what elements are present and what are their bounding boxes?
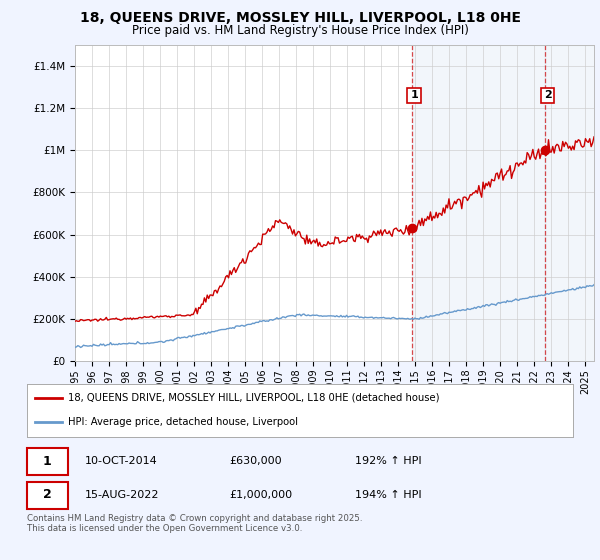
Text: 18, QUEENS DRIVE, MOSSLEY HILL, LIVERPOOL, L18 0HE: 18, QUEENS DRIVE, MOSSLEY HILL, LIVERPOO…: [79, 11, 521, 25]
Text: 1: 1: [410, 90, 418, 100]
Text: 192% ↑ HPI: 192% ↑ HPI: [355, 456, 421, 466]
Text: £1,000,000: £1,000,000: [229, 490, 292, 500]
Text: 18, QUEENS DRIVE, MOSSLEY HILL, LIVERPOOL, L18 0HE (detached house): 18, QUEENS DRIVE, MOSSLEY HILL, LIVERPOO…: [68, 393, 439, 403]
FancyBboxPatch shape: [27, 449, 68, 475]
Text: 194% ↑ HPI: 194% ↑ HPI: [355, 490, 421, 500]
Text: HPI: Average price, detached house, Liverpool: HPI: Average price, detached house, Live…: [68, 417, 298, 427]
Text: 2: 2: [43, 488, 52, 501]
FancyBboxPatch shape: [27, 482, 68, 509]
Text: 10-OCT-2014: 10-OCT-2014: [85, 456, 157, 466]
Text: Price paid vs. HM Land Registry's House Price Index (HPI): Price paid vs. HM Land Registry's House …: [131, 24, 469, 36]
Bar: [412, 45, 545, 361]
Text: 15-AUG-2022: 15-AUG-2022: [85, 490, 159, 500]
Bar: [545, 45, 600, 361]
Text: 2: 2: [544, 90, 551, 100]
Text: Contains HM Land Registry data © Crown copyright and database right 2025.
This d: Contains HM Land Registry data © Crown c…: [27, 514, 362, 534]
Text: £630,000: £630,000: [229, 456, 281, 466]
Text: 1: 1: [43, 455, 52, 468]
